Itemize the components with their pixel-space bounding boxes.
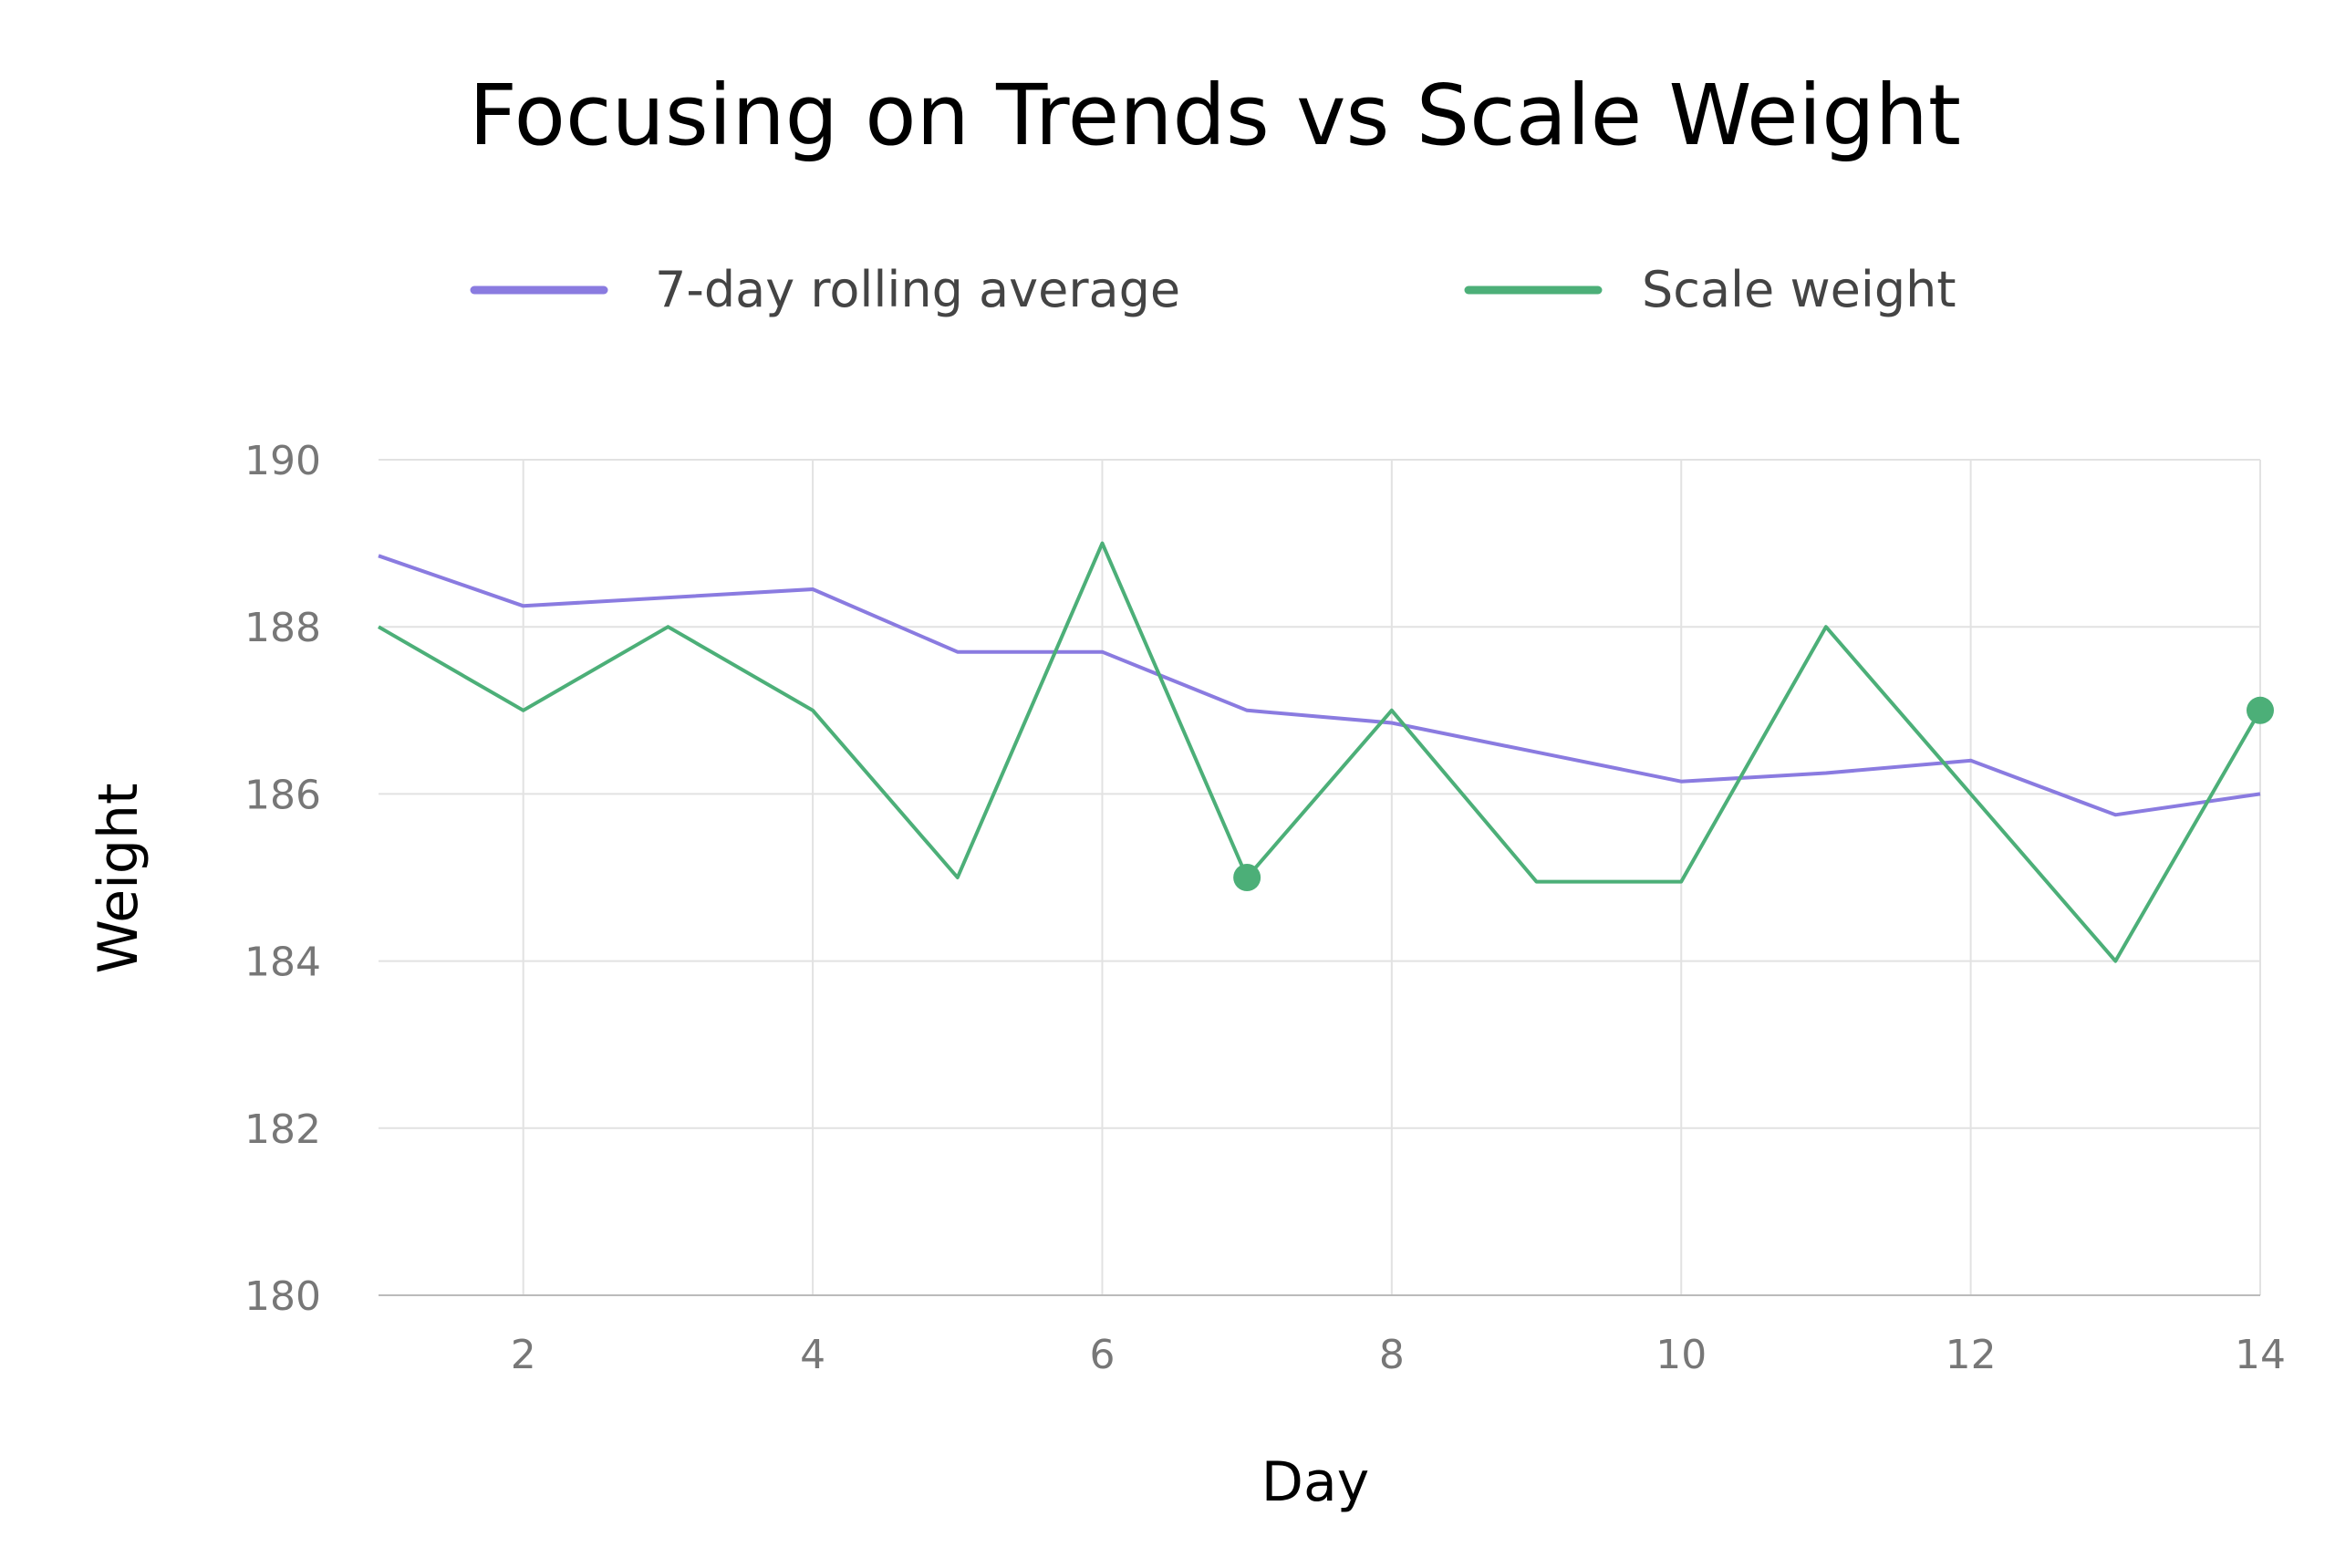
x-tick-label: 6 [1089, 1332, 1115, 1378]
x-tick-label: 2 [511, 1332, 536, 1378]
x-tick-label: 12 [1946, 1332, 1997, 1378]
series-line-0 [378, 554, 2261, 817]
y-tick-label: 190 [244, 438, 321, 484]
grid [379, 459, 2261, 1295]
legend: 7-day rolling average Scale weight [470, 261, 1956, 318]
highlight-point [1233, 864, 1261, 891]
x-tick-label: 14 [2235, 1332, 2286, 1378]
y-tick-labels: 190 188 186 184 182 180 [244, 438, 321, 1320]
y-tick-label: 184 [244, 940, 321, 986]
y-tick-label: 182 [244, 1106, 321, 1153]
y-tick-label: 180 [244, 1273, 321, 1320]
x-tick-label: 4 [800, 1332, 825, 1378]
x-tick-label: 10 [1655, 1332, 1707, 1378]
highlight-point [2247, 696, 2274, 724]
x-axis-label: Day [1261, 1450, 1369, 1514]
series [378, 541, 2274, 963]
y-tick-label: 188 [244, 605, 321, 651]
chart-title: Focusing on Trends vs Scale Weight [469, 67, 1961, 164]
legend-label-rolling-average: 7-day rolling average [655, 261, 1180, 318]
legend-label-scale-weight: Scale weight [1642, 261, 1956, 318]
y-axis-label: Weight [87, 783, 150, 973]
x-tick-labels: 2 4 6 8 10 12 14 [511, 1332, 2286, 1378]
x-tick-label: 8 [1379, 1332, 1405, 1378]
y-tick-label: 186 [244, 772, 321, 818]
series-line-1 [378, 541, 2262, 963]
